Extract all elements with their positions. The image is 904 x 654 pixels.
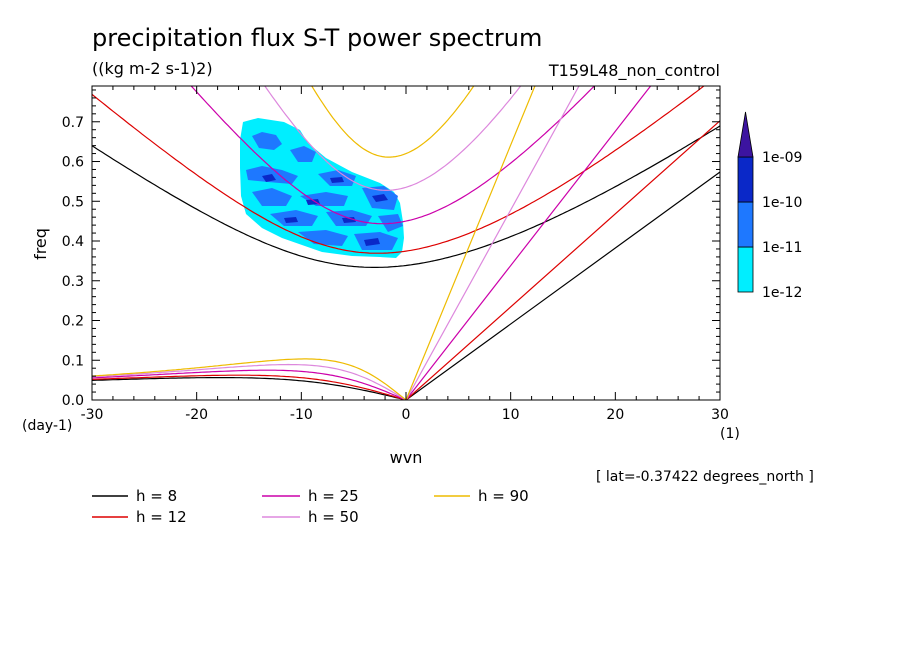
colorbar-level-1e-10 xyxy=(737,156,754,203)
x-tick-label: 20 xyxy=(606,407,624,423)
y-tick-label: 0.0 xyxy=(62,393,84,409)
latitude-annotation: [ lat=-0.37422 degrees_north ] xyxy=(596,469,814,485)
curve-kelvin-h50 xyxy=(405,86,580,400)
x-tick-label: 0 xyxy=(402,407,411,423)
power-shading xyxy=(240,118,404,258)
y-tick-label: 0.7 xyxy=(62,115,84,131)
legend-label-h90: h = 90 xyxy=(478,487,529,505)
colorbar: 1e-12 1e-11 1e-10 1e-09 xyxy=(737,111,802,301)
y-tick-label: 0.1 xyxy=(62,353,84,369)
curve-er-h25 xyxy=(92,369,407,400)
legend-label-h50: h = 50 xyxy=(308,508,359,526)
y-unit-label: (day-1) xyxy=(22,418,72,434)
x-tick-label: -10 xyxy=(290,407,313,423)
legend-label-h25: h = 25 xyxy=(308,487,359,505)
curve-er-h8 xyxy=(92,377,407,400)
plot-axes: -30 -20 -10 0 10 20 30 0.0 0.1 0.2 0.3 0.4 0.5 0.6 0.7 xyxy=(62,85,729,423)
colorbar-level-1e-11 xyxy=(737,201,754,248)
chart-units: ((kg m-2 s-1)2) xyxy=(92,59,213,78)
curve-kelvin-h8 xyxy=(405,171,720,400)
plot-frame xyxy=(91,85,721,401)
run-label: T159L48_non_control xyxy=(548,61,720,81)
shade-level-1e-10 xyxy=(262,174,388,246)
curve-ig-h8 xyxy=(92,125,720,268)
legend-label-h12: h = 12 xyxy=(136,508,187,526)
dispersion-curves xyxy=(92,86,720,400)
colorbar-label-1e-10: 1e-10 xyxy=(762,195,802,211)
x-tick-label: 30 xyxy=(711,407,729,423)
colorbar-label-1e-11: 1e-11 xyxy=(762,240,802,256)
legend: h = 8 h = 12 h = 25 h = 50 h = 90 xyxy=(92,487,529,526)
curve-kelvin-h25 xyxy=(405,86,652,400)
curve-kelvin-h90 xyxy=(405,86,536,400)
curve-ig-h12 xyxy=(92,86,705,254)
legend-label-h8: h = 8 xyxy=(136,487,177,505)
curve-ig-h90 xyxy=(311,86,475,158)
y-tick-label: 0.4 xyxy=(62,234,84,250)
x-tick-label: -20 xyxy=(185,407,208,423)
curve-kelvin-h12 xyxy=(405,119,720,400)
colorbar-extend-arrow xyxy=(737,111,754,158)
x-tick-label: -30 xyxy=(81,407,104,423)
colorbar-level-1e-12 xyxy=(737,246,754,293)
curve-er-h12 xyxy=(92,374,407,400)
y-axis-label: freq xyxy=(31,228,50,260)
curve-er-h90 xyxy=(92,358,407,400)
colorbar-label-1e-09: 1e-09 xyxy=(762,150,802,166)
colorbar-label-1e-12: 1e-12 xyxy=(762,285,802,301)
chart-title: precipitation flux S-T power spectrum xyxy=(92,24,542,52)
curve-er-h50 xyxy=(92,363,407,400)
y-tick-label: 0.5 xyxy=(62,194,84,210)
x-unit-label: (1) xyxy=(720,426,740,442)
x-axis-label: wvn xyxy=(390,448,423,467)
y-tick-label: 0.3 xyxy=(62,274,84,290)
curve-ig-h50 xyxy=(264,86,522,191)
x-tick-label: 10 xyxy=(502,407,520,423)
y-tick-label: 0.6 xyxy=(62,155,84,171)
y-tick-label: 0.2 xyxy=(62,314,84,330)
